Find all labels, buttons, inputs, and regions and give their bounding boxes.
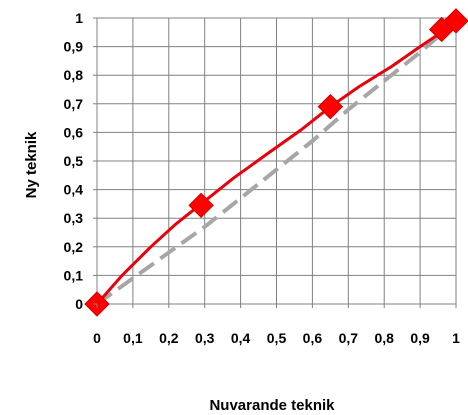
data-point-marker xyxy=(443,8,468,34)
y-axis-title: Ny teknik xyxy=(23,131,40,198)
x-axis-ticks: 0 0,1 0,2 0,3 0,4 0,5 0,6 0,7 0,8 0,9 1 xyxy=(93,304,460,346)
x-tick-label: 0,4 xyxy=(231,330,251,346)
series-lines xyxy=(95,19,458,306)
y-tick-label: 0,2 xyxy=(64,239,84,255)
reference-line-dashed xyxy=(95,19,458,306)
grid-lines xyxy=(97,18,456,304)
x-tick-label: 0 xyxy=(93,330,101,346)
y-tick-label: 0,6 xyxy=(64,124,84,140)
y-tick-label: 0,9 xyxy=(64,39,84,55)
data-point-marker xyxy=(188,192,214,219)
x-tick-label: 0,5 xyxy=(267,330,287,346)
y-tick-label: 0,1 xyxy=(64,267,84,283)
y-tick-label: 0,8 xyxy=(64,67,84,83)
data-markers xyxy=(84,8,468,317)
x-tick-label: 1 xyxy=(452,330,460,346)
x-tick-label: 0,6 xyxy=(303,330,323,346)
data-point-marker xyxy=(317,93,344,120)
y-tick-label: 0,7 xyxy=(64,96,84,112)
y-tick-label: 0,3 xyxy=(64,210,84,226)
x-tick-label: 0,9 xyxy=(410,330,430,346)
x-axis-title: Nuvarande teknik xyxy=(209,397,335,414)
series-line-solid xyxy=(95,19,457,305)
x-tick-label: 0,8 xyxy=(374,330,394,346)
x-tick-label: 0,1 xyxy=(123,330,143,346)
y-tick-label: 0,5 xyxy=(64,153,84,169)
y-tick-label: 0,4 xyxy=(64,182,84,198)
x-tick-label: 0,3 xyxy=(195,330,215,346)
x-tick-label: 0,2 xyxy=(159,330,179,346)
x-tick-label: 0,7 xyxy=(339,330,359,346)
y-axis-ticks: 0 0,1 0,2 0,3 0,4 0,5 0,6 0,7 0,8 0,9 1 xyxy=(64,10,97,312)
y-tick-label: 1 xyxy=(75,10,83,26)
y-tick-label: 0 xyxy=(75,296,83,312)
